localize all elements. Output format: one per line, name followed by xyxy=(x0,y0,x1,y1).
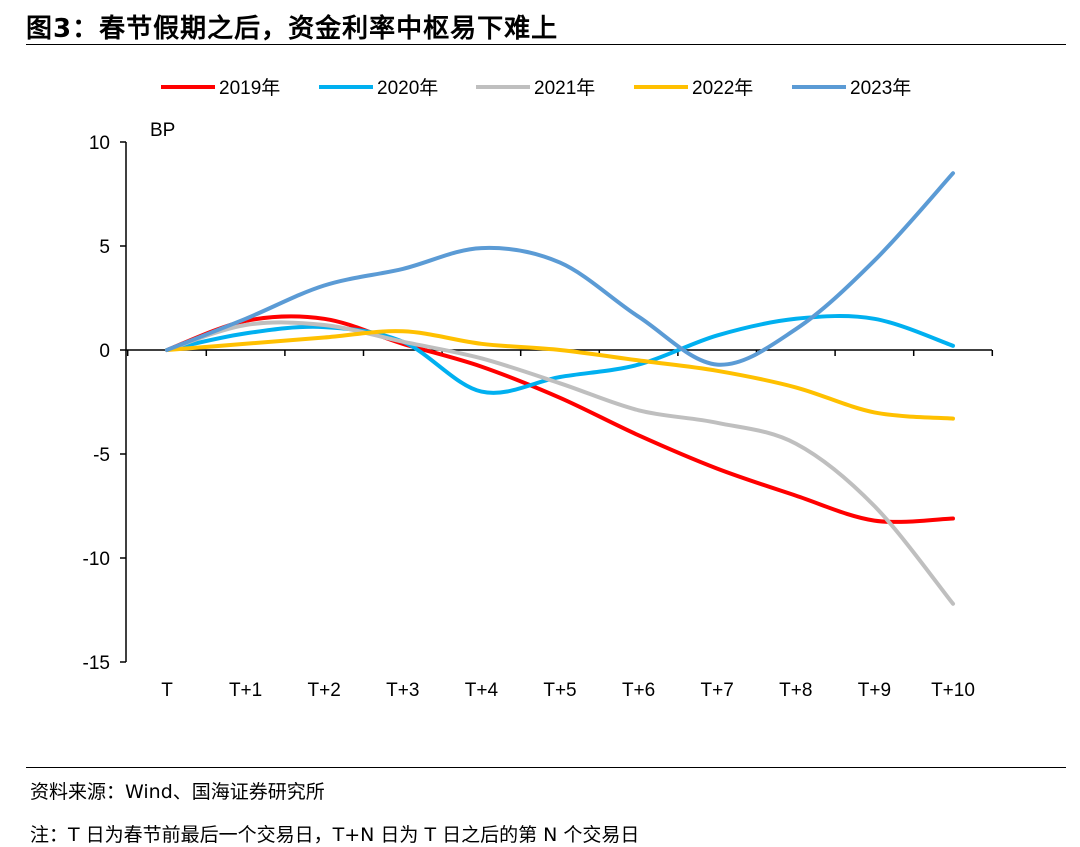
x-axis: T T+1 T+2 T+3 T+4 T+5 T+6 T+7 T+8 T+9 T+10 xyxy=(126,349,994,701)
series-line-2019 xyxy=(165,314,955,524)
source-note: 资料来源：Wind、国海证券研究所 xyxy=(30,781,325,803)
footer-divider xyxy=(26,767,1066,768)
x-tick-label: T+10 xyxy=(931,680,975,701)
x-tick-label: T+1 xyxy=(229,680,262,701)
legend-item-2019: 2019年 xyxy=(161,77,280,99)
x-tick-label: T+6 xyxy=(622,680,655,701)
title-divider xyxy=(26,44,1066,45)
legend-label: 2021年 xyxy=(534,77,595,99)
chart-legend: 2019年 2020年 2021年 2022年 2023年 xyxy=(161,77,911,99)
series-line-2020 xyxy=(165,314,955,395)
series-line-2023 xyxy=(165,171,955,367)
footnote: 注：T 日为春节前最后一个交易日，T+N 日为 T 日之后的第 N 个交易日 xyxy=(30,824,640,846)
figure-title: 图3：春节假期之后，资金利率中枢易下难上 xyxy=(26,14,559,44)
legend-item-2022: 2022年 xyxy=(634,77,753,99)
legend-label: 2022年 xyxy=(692,77,753,99)
x-tick-label: T+8 xyxy=(779,680,812,701)
legend-label: 2020年 xyxy=(377,77,438,99)
x-tick-label: T+4 xyxy=(465,680,499,701)
y-axis: 10 5 0 -5 -10 -15 xyxy=(83,133,127,674)
y-tick-label: 5 xyxy=(99,237,110,258)
y-tick-label: -5 xyxy=(93,445,110,466)
legend-item-2020: 2020年 xyxy=(319,77,438,99)
x-tick-label: T+7 xyxy=(701,680,734,701)
x-tick-label: T+2 xyxy=(308,680,341,701)
legend-label: 2019年 xyxy=(219,77,280,99)
y-tick-label: -10 xyxy=(83,549,110,570)
x-tick-label: T+5 xyxy=(543,680,576,701)
y-tick-label: 0 xyxy=(99,341,110,362)
x-tick-label: T xyxy=(161,680,173,701)
legend-label: 2023年 xyxy=(850,77,911,99)
x-tick-label: T+3 xyxy=(386,680,419,701)
legend-item-2023: 2023年 xyxy=(792,77,911,99)
y-tick-label: 10 xyxy=(89,133,110,154)
series-lines xyxy=(165,171,955,606)
y-axis-unit-label: BP xyxy=(150,120,175,141)
legend-item-2021: 2021年 xyxy=(476,77,595,99)
y-tick-label: -15 xyxy=(83,653,110,674)
series-line-2021 xyxy=(165,320,955,606)
line-chart: 2019年 2020年 2021年 2022年 2023年 BP 10 5 0 -5 -10 -1… xyxy=(83,77,994,701)
series-line-2022 xyxy=(165,329,955,421)
x-tick-label: T+9 xyxy=(858,680,891,701)
